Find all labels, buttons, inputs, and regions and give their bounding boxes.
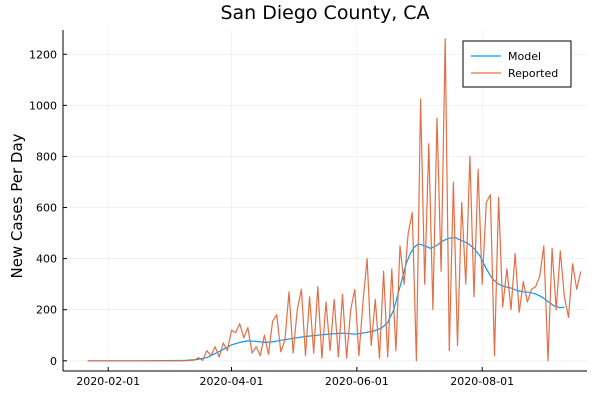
legend-label: Reported [508, 67, 558, 80]
y-tick-label: 0 [50, 355, 57, 368]
axes: 0 200 400 600 800 1000 1200 2020-02-01 2020-04-0… [29, 30, 587, 388]
legend-box [462, 40, 572, 88]
legend-label: Model [508, 50, 541, 63]
series-line-reported [87, 38, 582, 362]
y-tick-label: 1200 [29, 48, 57, 61]
y-axis-label: New Cases Per Day [8, 133, 26, 278]
y-tick-label: 1000 [29, 99, 57, 112]
x-tick-label: 2020-04-01 [200, 375, 264, 388]
y-tick-label: 600 [36, 202, 57, 215]
series-line-model [87, 237, 565, 362]
y-tick-label: 400 [36, 253, 57, 266]
legend: Model Reported [462, 40, 572, 88]
chart-title: San Diego County, CA [220, 2, 429, 24]
series-layer [87, 38, 582, 362]
y-tick-label: 200 [36, 304, 57, 317]
y-tick-label: 800 [36, 150, 57, 163]
x-tick-label: 2020-08-01 [450, 375, 514, 388]
x-tick-label: 2020-06-01 [325, 375, 389, 388]
x-tick-label: 2020-02-01 [76, 375, 140, 388]
